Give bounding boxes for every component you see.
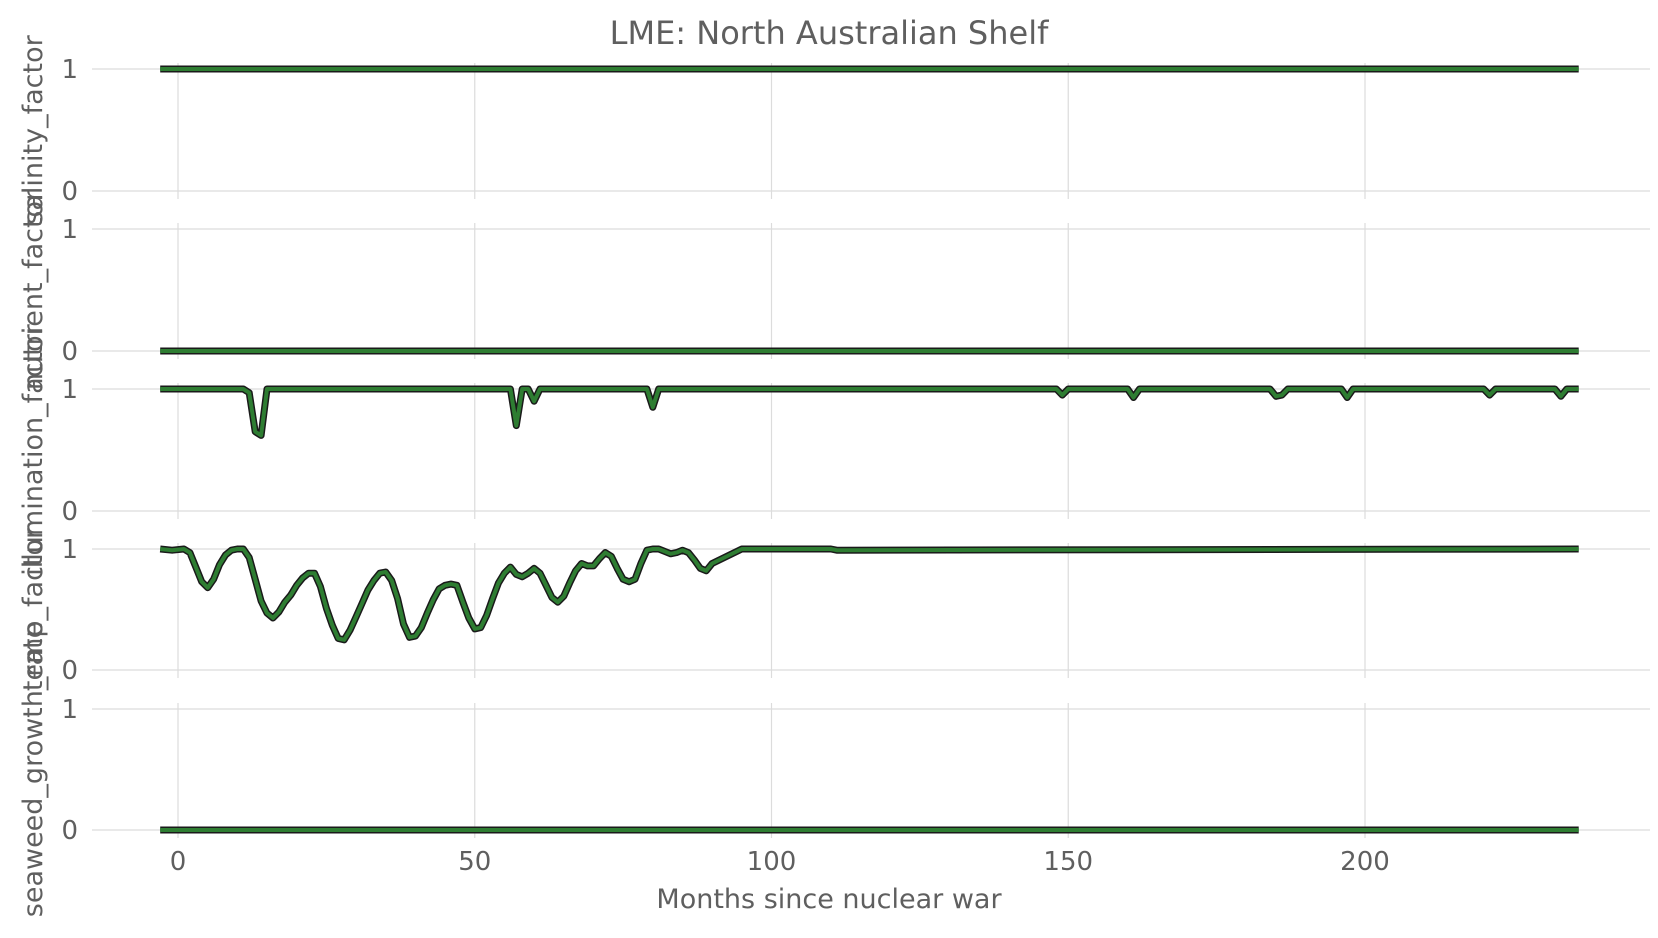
x-tick-label: 150 — [1043, 847, 1093, 877]
y-tick-label: 1 — [61, 215, 78, 245]
panel-salinity-factor: 0 1 salinity_factor — [18, 34, 1650, 225]
y-tick-label: 0 — [61, 816, 78, 846]
y-tick-label: 1 — [61, 695, 78, 725]
panel-temp-factor: 0 1 temp_factor — [18, 527, 1650, 691]
x-tick-label: 100 — [747, 847, 797, 877]
panel-seaweed-growth-rate: 0 1 seaweed_growth_rate — [18, 622, 1650, 917]
y-tick-label: 0 — [61, 656, 78, 686]
panel-illumination-factor: 0 1 illumination_factor — [18, 323, 1650, 576]
x-axis-label: Months since nuclear war — [656, 884, 1002, 915]
y-tick-label: 0 — [61, 337, 78, 367]
series-line — [160, 387, 1579, 438]
y-tick-label: 1 — [61, 55, 78, 85]
y-axis-label: temp_factor — [18, 527, 49, 691]
y-tick-label: 0 — [61, 177, 78, 207]
y-axis-label: illumination_factor — [18, 323, 49, 575]
y-tick-label: 1 — [61, 375, 78, 405]
panels: 0 1 salinity_factor 0 1 nutrient_factor 0 1 illu… — [18, 34, 1650, 917]
chart-title: LME: North Australian Shelf — [610, 14, 1049, 52]
x-tick-label: 50 — [458, 847, 491, 877]
y-tick-label: 1 — [61, 535, 78, 565]
y-axis-label: seaweed_growth_rate — [18, 622, 49, 917]
panel-nutrient-factor: 0 1 nutrient_factor — [18, 189, 1650, 390]
x-axis: 0 50 100 150 200 — [170, 847, 1390, 877]
series-line-outline — [160, 385, 1579, 439]
y-axis-label: nutrient_factor — [18, 189, 49, 390]
y-axis-label: salinity_factor — [18, 34, 49, 224]
x-tick-label: 200 — [1340, 847, 1390, 877]
series-line-outline — [159, 545, 1579, 644]
y-tick-label: 0 — [61, 497, 78, 527]
series-line — [159, 547, 1579, 642]
x-tick-label: 0 — [170, 847, 187, 877]
